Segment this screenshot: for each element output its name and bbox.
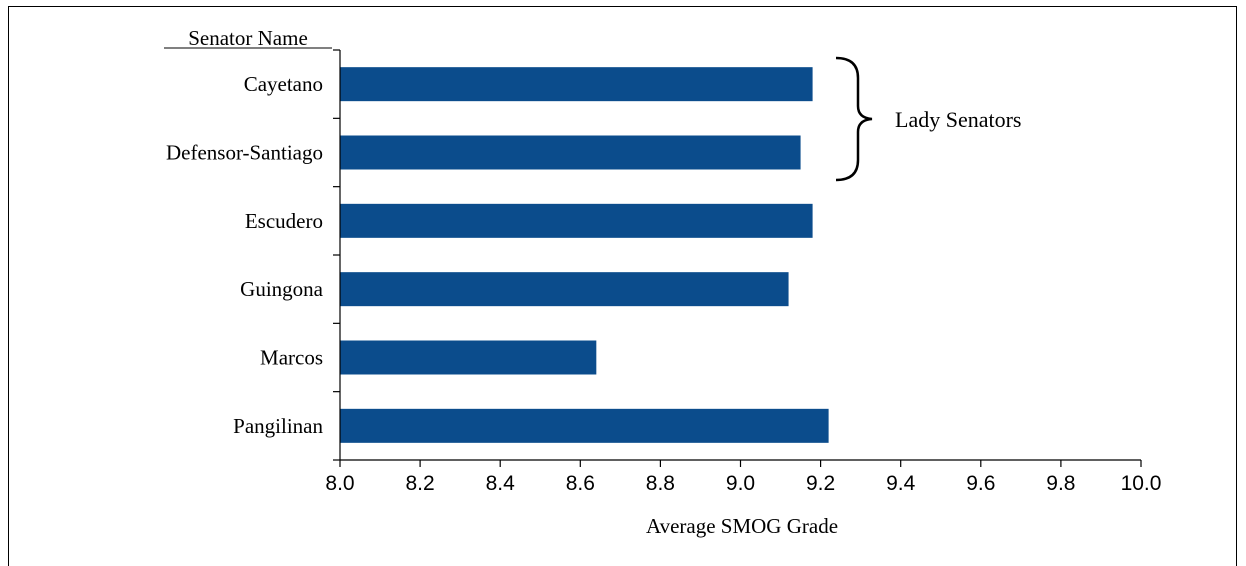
chart-frame xyxy=(8,6,1237,566)
x-tick-label: 9.6 xyxy=(966,472,995,495)
bar-guingona xyxy=(340,272,789,307)
lady-senators-annotation: Lady Senators xyxy=(895,107,1021,132)
x-tick-label: 8.2 xyxy=(405,472,434,495)
category-axis-title: Senator Name xyxy=(188,26,308,50)
x-tick-label: 10.0 xyxy=(1121,472,1162,495)
category-label-defensor-santiago: Defensor-Santiago xyxy=(166,141,323,165)
bars-group xyxy=(340,67,829,443)
category-label-escudero: Escudero xyxy=(245,209,323,233)
bar-cayetano xyxy=(340,67,813,102)
bar-defensor-santiago xyxy=(340,135,801,170)
category-label-marcos: Marcos xyxy=(260,346,323,370)
x-axis-title: Average SMOG Grade xyxy=(646,514,838,538)
axes-group xyxy=(333,49,1142,467)
x-tick-label: 8.6 xyxy=(566,472,595,495)
x-tick-label: 8.8 xyxy=(646,472,675,495)
bar-marcos xyxy=(340,340,597,375)
labels-group: Cayetano Defensor-Santiago Escudero Guingon… xyxy=(166,72,1161,495)
bar-chart: Cayetano Defensor-Santiago Escudero Guingon… xyxy=(164,26,1161,538)
lady-senators-brace xyxy=(835,56,873,182)
category-label-pangilinan: Pangilinan xyxy=(233,414,323,438)
bar-pangilinan xyxy=(340,408,829,443)
bar-escudero xyxy=(340,203,813,238)
x-tick-label: 9.2 xyxy=(806,472,835,495)
category-label-cayetano: Cayetano xyxy=(244,72,323,96)
x-tick-label: 9.8 xyxy=(1046,472,1075,495)
x-tick-label: 8.4 xyxy=(486,472,516,495)
x-tick-label: 8.0 xyxy=(325,472,354,495)
x-tick-label: 9.0 xyxy=(726,472,755,495)
x-tick-label: 9.4 xyxy=(886,472,916,495)
category-label-guingona: Guingona xyxy=(240,277,324,301)
